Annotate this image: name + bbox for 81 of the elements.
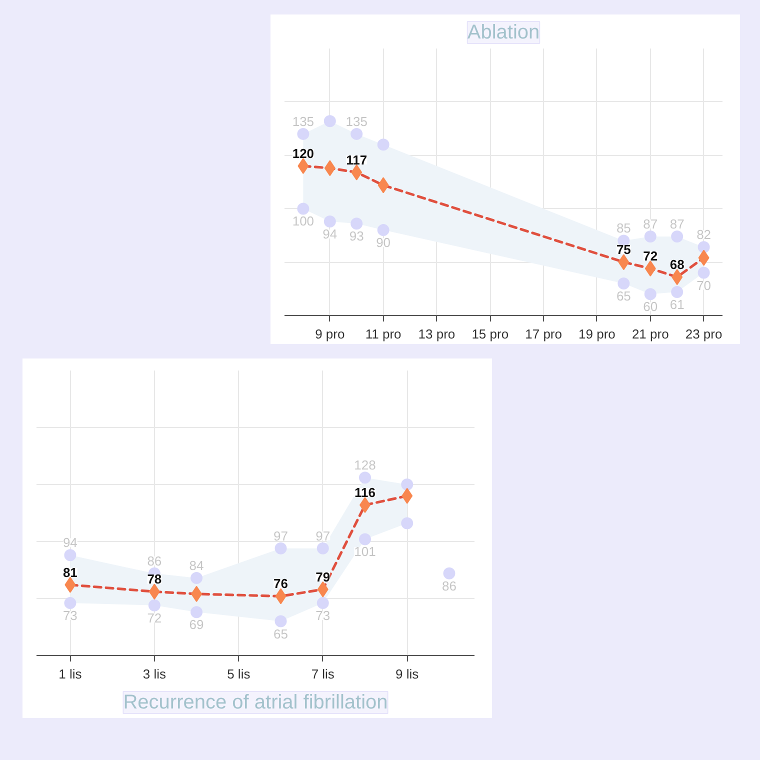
data-label: 60 [643, 299, 658, 314]
point [671, 286, 684, 298]
x-tick-label: 3 lis [142, 666, 166, 682]
point [377, 224, 390, 236]
data-label: 76 [274, 576, 288, 592]
data-label: 135 [292, 114, 314, 129]
data-label: 75 [616, 242, 631, 258]
data-label: 94 [322, 226, 338, 242]
data-label: 68 [670, 257, 684, 272]
data-label: 116 [354, 485, 376, 500]
x-tick-label: 21 pro [632, 326, 669, 342]
data-label: 97 [274, 528, 288, 544]
data-label: 90 [376, 235, 391, 250]
point [443, 567, 456, 580]
data-label: 97 [316, 528, 330, 544]
data-label: 72 [643, 248, 658, 264]
point [316, 597, 329, 610]
point [644, 288, 656, 300]
data-label: 70 [696, 278, 712, 293]
point [148, 599, 160, 612]
point [377, 138, 390, 151]
point [359, 533, 371, 546]
point [316, 542, 329, 554]
point [350, 128, 363, 140]
data-label: 86 [147, 553, 162, 568]
data-label: 117 [346, 152, 368, 168]
x-tick-label: 13 pro [418, 326, 456, 342]
point [190, 606, 203, 618]
x-tick-label: 19 pro [578, 326, 616, 342]
data-label: 87 [643, 216, 658, 232]
point [190, 572, 203, 584]
data-label: 128 [354, 458, 376, 473]
x-tick-label: 23 pro [685, 326, 722, 342]
data-label: 73 [62, 608, 78, 624]
chart-title: Ablation [467, 22, 540, 44]
data-label: 87 [670, 216, 684, 232]
data-label: 135 [346, 114, 368, 129]
data-label: 65 [616, 288, 631, 304]
data-label: 86 [442, 578, 456, 594]
point [274, 542, 287, 554]
x-tick-label: 15 pro [472, 326, 509, 342]
data-label: 94 [62, 535, 78, 550]
data-label: 81 [62, 564, 78, 580]
point [359, 472, 371, 484]
point [324, 115, 336, 128]
data-label: 120 [292, 146, 314, 161]
data-label: 78 [147, 572, 162, 587]
point [297, 128, 310, 140]
data-label: 65 [274, 626, 288, 642]
data-label: 101 [354, 544, 376, 560]
x-tick-label: 9 lis [396, 666, 420, 682]
x-tick-label: 7 lis [311, 666, 335, 682]
x-tick-label: 17 pro [525, 326, 562, 342]
point [698, 266, 710, 279]
data-label: 85 [616, 220, 631, 236]
data-label: 72 [147, 610, 162, 626]
text: Recurrence of atrial fibrillation [123, 692, 388, 714]
point [401, 517, 414, 530]
x-tick-label: 1 lis [58, 666, 82, 682]
point [64, 549, 76, 562]
data-label: 82 [696, 227, 712, 242]
point [618, 277, 630, 290]
point [297, 202, 310, 215]
data-label: 93 [349, 228, 364, 244]
point [324, 216, 336, 228]
x-tick-label: 11 pro [365, 326, 402, 342]
point [401, 478, 414, 490]
x-tick-label: 5 lis [227, 666, 251, 682]
data-label: 84 [189, 558, 204, 573]
x-tick-label: 9 pro [315, 326, 345, 342]
point [64, 597, 76, 610]
point [671, 230, 684, 242]
data-label: 79 [316, 569, 330, 584]
point [350, 218, 363, 230]
point [698, 241, 710, 254]
data-label: 73 [316, 608, 330, 624]
data-label: 100 [292, 214, 314, 229]
data-label: 61 [670, 297, 684, 312]
point [274, 615, 287, 628]
point [644, 230, 656, 242]
data-label: 69 [189, 617, 204, 632]
